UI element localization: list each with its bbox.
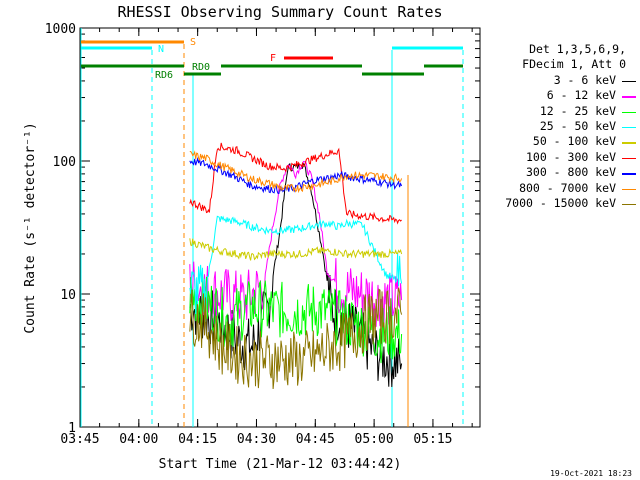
- series-line-7: [189, 150, 403, 194]
- x-tick-label: 04:15: [178, 432, 217, 447]
- chart-title: RHESSI Observing Summary Count Rates: [117, 3, 442, 21]
- decim-label-rd0: RD0: [192, 62, 210, 73]
- x-tick-label: 04:45: [296, 432, 335, 447]
- legend-header-line: FDecim 1, Att 0: [522, 57, 626, 72]
- state-bars: S N F RD0 RD6: [81, 37, 463, 81]
- series-line-6: [189, 156, 403, 194]
- series-line-5: [189, 142, 402, 225]
- series-line-8: [189, 287, 403, 390]
- legend-item: 3 - 6 keV: [478, 73, 638, 88]
- legend-item: 300 - 800 keV: [478, 165, 638, 180]
- y-tick-label: 1000: [45, 22, 76, 37]
- legend: Det 1,3,5,6,9, FDecim 1, Att 0 3 - 6 keV…: [478, 42, 638, 211]
- night-label: N: [158, 44, 164, 55]
- x-tick-label: 03:45: [60, 432, 99, 447]
- y-tick-label: 100: [53, 155, 76, 170]
- legend-label: 25 - 50 keV: [539, 118, 616, 133]
- legend-label: 300 - 800 keV: [525, 165, 616, 180]
- decim-label-rd6: RD6: [155, 70, 173, 81]
- legend-swatch: [622, 173, 636, 175]
- flare-label: F: [270, 53, 276, 64]
- legend-item: 7000 - 15000 keV: [478, 196, 638, 211]
- legend-item: 25 - 50 keV: [478, 119, 638, 134]
- series-line-3: [189, 215, 403, 322]
- series-line-1: [189, 160, 403, 328]
- legend-swatch: [622, 80, 636, 83]
- timestamp: 19-Oct-2021 18:23: [550, 469, 632, 478]
- legend-swatch: [622, 203, 636, 206]
- legend-swatch: [622, 126, 636, 129]
- y-tick-label: 1: [68, 421, 76, 436]
- legend-label: 100 - 300 keV: [525, 149, 616, 164]
- legend-label: 800 - 7000 keV: [519, 180, 616, 195]
- x-tick-label: 05:15: [413, 432, 452, 447]
- legend-item: 800 - 7000 keV: [478, 181, 638, 196]
- legend-swatch: [622, 157, 636, 160]
- series-line-2: [189, 272, 403, 364]
- series-line-4: [189, 238, 403, 261]
- legend-swatch: [622, 188, 636, 190]
- x-tick-label: 05:00: [355, 432, 394, 447]
- legend-item: 100 - 300 keV: [478, 150, 638, 165]
- x-tick-label: 04:30: [237, 432, 276, 447]
- legend-label: 6 - 12 keV: [546, 88, 616, 103]
- x-tick-label: 04:00: [119, 432, 158, 447]
- y-axis-label: Count Rate (s⁻¹ detector⁻¹): [23, 122, 38, 333]
- plot-frame: [79, 27, 481, 428]
- legend-item: 12 - 25 keV: [478, 104, 638, 119]
- legend-swatch: [622, 142, 636, 144]
- x-ticks: 03:45 04:00 04:15 04:30 04:45 05:00 05:15: [60, 28, 473, 447]
- legend-item: 6 - 12 keV: [478, 88, 638, 103]
- legend-item: 50 - 100 keV: [478, 134, 638, 149]
- y-tick-label: 10: [60, 288, 76, 303]
- state-markers: [80, 28, 464, 427]
- saa-label: S: [190, 37, 196, 48]
- legend-label: 3 - 6 keV: [553, 72, 616, 87]
- x-axis-label: Start Time (21-Mar-12 03:44:42): [159, 457, 402, 472]
- data-series: [189, 142, 403, 390]
- legend-label: 12 - 25 keV: [539, 103, 616, 118]
- legend-swatch: [622, 96, 636, 98]
- legend-label: 7000 - 15000 keV: [505, 195, 616, 210]
- legend-swatch: [622, 111, 636, 113]
- legend-label: 50 - 100 keV: [532, 134, 616, 149]
- legend-header-line: Det 1,3,5,6,9,: [529, 42, 626, 56]
